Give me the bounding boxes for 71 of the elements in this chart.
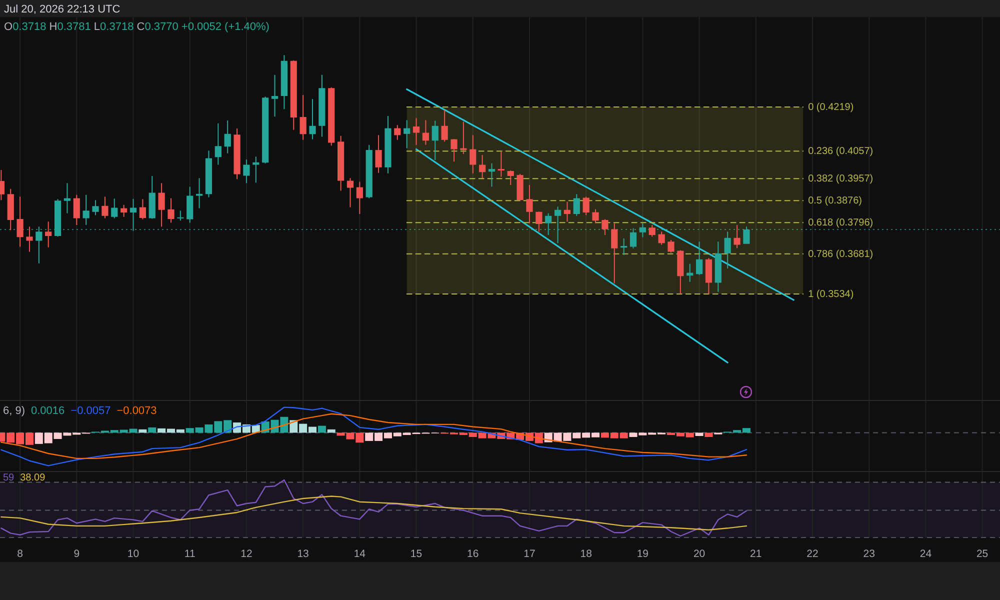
candlestick [498,152,504,177]
candlestick [82,194,90,225]
text: −0.0073 [116,405,157,417]
candlestick [375,135,382,173]
x-tick-label: 14 [354,548,366,560]
x-tick-label: 10 [127,548,140,560]
x-tick-label: 21 [750,548,762,560]
candlestick [526,185,533,224]
candlestick [422,120,430,145]
x-tick-label: 20 [693,548,706,560]
x-tick-label: 25 [976,548,988,560]
text: −0.0057 [70,405,111,417]
candlestick [64,183,71,214]
x-tick-label: 9 [74,548,80,560]
candlestick [168,198,174,223]
x-tick-label: 11 [184,548,196,560]
x-tick-label: 16 [467,548,479,560]
candlestick [470,135,476,174]
bar [704,432,713,437]
candlestick [252,156,260,183]
candlestick [16,196,24,247]
x-tick-label: 23 [863,548,876,560]
candlestick [602,219,608,235]
candlestick [45,222,52,248]
x-tick-label: 19 [636,548,649,560]
series-label: 0.618 (0.3796) [808,217,874,228]
candlestick [92,200,99,216]
candlestick [516,174,524,200]
bar [148,427,156,433]
series-label: 0.5 (0.3876) [808,195,862,206]
candlestick [686,264,694,282]
candlestick [460,122,467,154]
candlestick [384,116,392,174]
candlestick [120,204,128,217]
bar [318,426,326,433]
series-label: 0.786 (0.3681) [808,248,874,260]
candlestick [196,178,203,208]
candlestick [177,210,184,221]
chart-subtitle: O0.3718 H0.3781 L0.3718 C0.3770 +0.0052 (+1.40%) [4,21,270,33]
x-tick-label: 22 [806,548,818,560]
candlestick [309,99,316,140]
text: 59 [3,472,15,484]
candlestick [488,163,496,187]
text: 38.09 [20,472,46,484]
bar [327,429,336,433]
series-label: 0 (0.4219) [808,101,854,112]
chart-title: 6, 9) [3,405,26,417]
candlestick [102,196,108,218]
candlestick [234,128,240,180]
candlestick [26,226,33,252]
candlestick [592,209,599,224]
candlestick [243,160,250,184]
x-tick-label: 17 [524,548,536,560]
series-label: 0.0016 [31,405,65,417]
x-tick-label: 15 [410,548,422,560]
candlestick [450,138,458,162]
bar [695,432,704,436]
x-tick-label: 18 [580,548,592,560]
x-tick-label: 24 [920,548,932,560]
x-tick-label: 8 [17,548,24,560]
candlestick [734,224,740,248]
chart-title: Jul 20, 2026 22:13 UTC [4,4,120,16]
series-label: 1 (0.3534) [808,288,854,300]
series-label: 0.382 (0.3957) [808,173,874,184]
candlestick [404,120,410,148]
bar [138,429,147,433]
series-label: 0.236 (0.4057) [808,146,874,157]
candlestick [668,240,674,253]
candlestick [271,74,278,116]
x-tick-label: 13 [297,548,310,560]
x-tick-label: 12 [240,548,252,560]
